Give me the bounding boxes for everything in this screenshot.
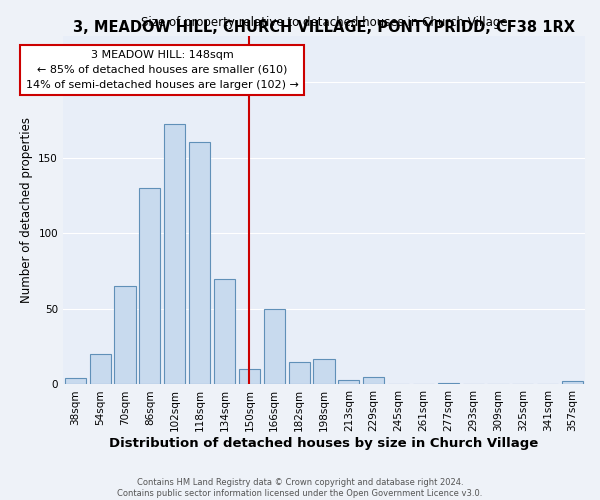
Bar bbox=[437, 383, 459, 384]
Bar bbox=[89, 354, 111, 384]
Bar bbox=[263, 309, 285, 384]
Bar bbox=[313, 358, 335, 384]
X-axis label: Distribution of detached houses by size in Church Village: Distribution of detached houses by size … bbox=[109, 437, 539, 450]
Bar bbox=[338, 380, 359, 384]
Bar bbox=[139, 188, 160, 384]
Bar bbox=[289, 362, 310, 384]
Text: Size of property relative to detached houses in Church Village: Size of property relative to detached ho… bbox=[140, 16, 507, 29]
Bar bbox=[363, 377, 384, 384]
Bar bbox=[189, 142, 210, 384]
Bar bbox=[239, 370, 260, 384]
Bar bbox=[164, 124, 185, 384]
Text: Contains HM Land Registry data © Crown copyright and database right 2024.
Contai: Contains HM Land Registry data © Crown c… bbox=[118, 478, 482, 498]
Title: 3, MEADOW HILL, CHURCH VILLAGE, PONTYPRIDD, CF38 1RX: 3, MEADOW HILL, CHURCH VILLAGE, PONTYPRI… bbox=[73, 20, 575, 36]
Bar bbox=[65, 378, 86, 384]
Bar bbox=[115, 286, 136, 384]
Text: 3 MEADOW HILL: 148sqm
← 85% of detached houses are smaller (610)
14% of semi-det: 3 MEADOW HILL: 148sqm ← 85% of detached … bbox=[26, 50, 299, 90]
Y-axis label: Number of detached properties: Number of detached properties bbox=[20, 118, 32, 304]
Bar bbox=[562, 382, 583, 384]
Bar bbox=[214, 278, 235, 384]
